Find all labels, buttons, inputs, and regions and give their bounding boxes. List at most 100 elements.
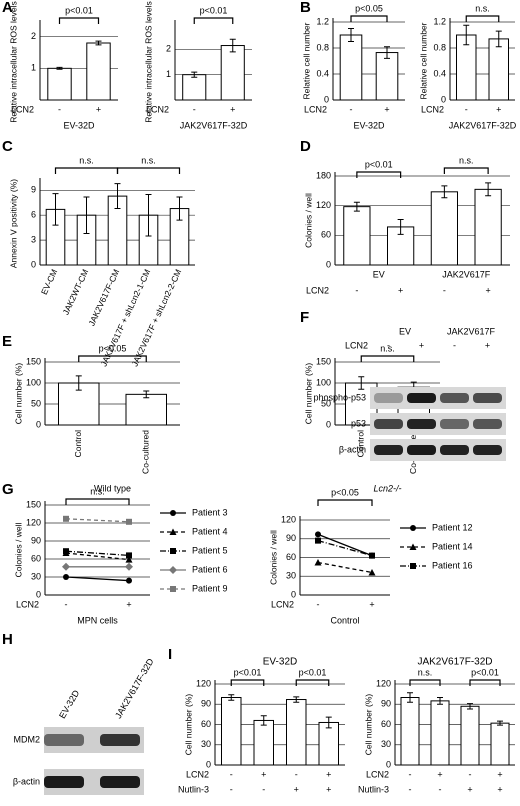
row-label: - <box>65 599 68 609</box>
y-axis-label: Cell number (%) <box>183 694 193 756</box>
y-axis-label: Relative intracellular ROS levels <box>143 1 153 122</box>
bar <box>221 697 242 766</box>
y-axis-label: Relative intracellular ROS levels <box>8 1 18 122</box>
row-name: LCN2 <box>186 769 209 779</box>
line-marker <box>63 515 69 522</box>
row-name: LCN2 <box>271 599 294 609</box>
row-label: - <box>262 784 265 794</box>
significance-label: n.s. <box>79 155 94 165</box>
bar <box>375 52 399 101</box>
y-tick-label: 150 <box>26 356 41 366</box>
line-series <box>65 576 130 582</box>
legend-label: Patient 4 <box>192 526 228 536</box>
significance-bracket <box>356 171 402 178</box>
y-tick-label: 120 <box>316 200 331 210</box>
y-tick-label: 2 <box>166 44 171 54</box>
row-name: Nutlin-3 <box>358 784 389 794</box>
y-tick-label: 90 <box>201 699 211 709</box>
caption: EV-32D <box>353 120 385 130</box>
y-tick-label: 6 <box>31 210 36 220</box>
blot-band <box>440 445 469 455</box>
row-name: β-actin <box>339 444 366 454</box>
line-marker <box>410 525 416 531</box>
bar <box>474 188 502 266</box>
caption: Lcn2-/- <box>373 483 401 493</box>
blot-band <box>44 734 84 746</box>
significance-label: p<0.05 <box>331 487 359 497</box>
error-bar <box>397 219 404 235</box>
significance-label: p<0.01 <box>365 159 393 169</box>
error-bar <box>358 376 365 390</box>
panel-label: D <box>300 138 311 155</box>
y-tick-label: 90 <box>286 533 296 543</box>
x-tick-label: EV-CM <box>39 268 59 297</box>
error-bar <box>407 692 413 703</box>
significance-label: p<0.01 <box>471 667 499 677</box>
error-bar <box>56 66 63 70</box>
row-label: + <box>230 104 235 114</box>
significance-bracket <box>469 679 501 686</box>
blot-band <box>440 393 469 403</box>
y-axis-label: Colonies / well <box>303 193 313 248</box>
significance-label: n.s. <box>418 667 433 677</box>
row-name: LCN2 <box>11 104 34 114</box>
legend-label: Patient 12 <box>432 522 473 532</box>
y-tick-label: 30 <box>286 571 296 581</box>
bar <box>318 721 339 766</box>
caption: Wild type <box>94 483 131 493</box>
y-tick-label: 0 <box>291 589 296 599</box>
line-marker <box>125 562 133 571</box>
y-axis-label: Relative cell number <box>301 22 311 99</box>
error-bar <box>176 196 183 221</box>
line-marker <box>126 577 132 584</box>
panel-label: B <box>300 0 311 16</box>
row-name: LCN2 <box>366 769 389 779</box>
row-label: - <box>58 104 61 114</box>
y-tick-label: 150 <box>26 499 41 509</box>
significance-bracket <box>317 499 373 506</box>
bar <box>343 206 371 266</box>
error-bar <box>143 390 150 399</box>
line-marker <box>410 563 416 569</box>
row-label: + <box>384 104 389 114</box>
row-label: - <box>465 104 468 114</box>
y-tick-label: 30 <box>31 571 41 581</box>
caption: MPN cells <box>77 615 118 625</box>
y-tick-label: 120 <box>26 517 41 527</box>
significance-label: p<0.01 <box>65 5 93 15</box>
error-bar <box>95 40 102 46</box>
line-marker <box>126 518 132 525</box>
row-label: - <box>295 769 298 779</box>
row-name: LCN2 <box>345 340 368 350</box>
caption: Control <box>330 615 359 625</box>
row-label: - <box>387 340 390 350</box>
row-name: phospho-p53 <box>313 392 366 402</box>
y-axis-label: Cell number (%) <box>303 363 313 425</box>
y-tick-label: 1 <box>166 69 171 79</box>
significance-bracket <box>360 355 415 362</box>
significance-bracket <box>65 498 130 505</box>
row-name: β-actin <box>13 776 40 786</box>
bar <box>460 705 480 766</box>
row-name: LCN2 <box>306 285 329 295</box>
y-tick-label: 150 <box>316 356 331 366</box>
line-series <box>65 518 130 523</box>
row-name: LCN2 <box>304 104 327 114</box>
y-tick-label: 60 <box>381 719 391 729</box>
y-tick-label: 120 <box>196 678 211 688</box>
x-tick-label: Control <box>73 430 83 458</box>
significance-bracket <box>230 679 265 686</box>
caption: EV-32D <box>63 120 95 130</box>
significance-label: n.s. <box>141 155 156 165</box>
row-label: + <box>326 769 331 779</box>
bar <box>488 38 509 101</box>
row-name: p53 <box>351 418 366 428</box>
error-bar <box>229 38 236 53</box>
row-label: + <box>437 769 442 779</box>
y-tick-label: 50 <box>31 398 41 408</box>
row-name: LCN2 <box>16 599 39 609</box>
row-label: - <box>409 769 412 779</box>
panel-label: E <box>2 333 12 350</box>
blot-band <box>44 776 84 788</box>
error-bar <box>228 694 235 701</box>
